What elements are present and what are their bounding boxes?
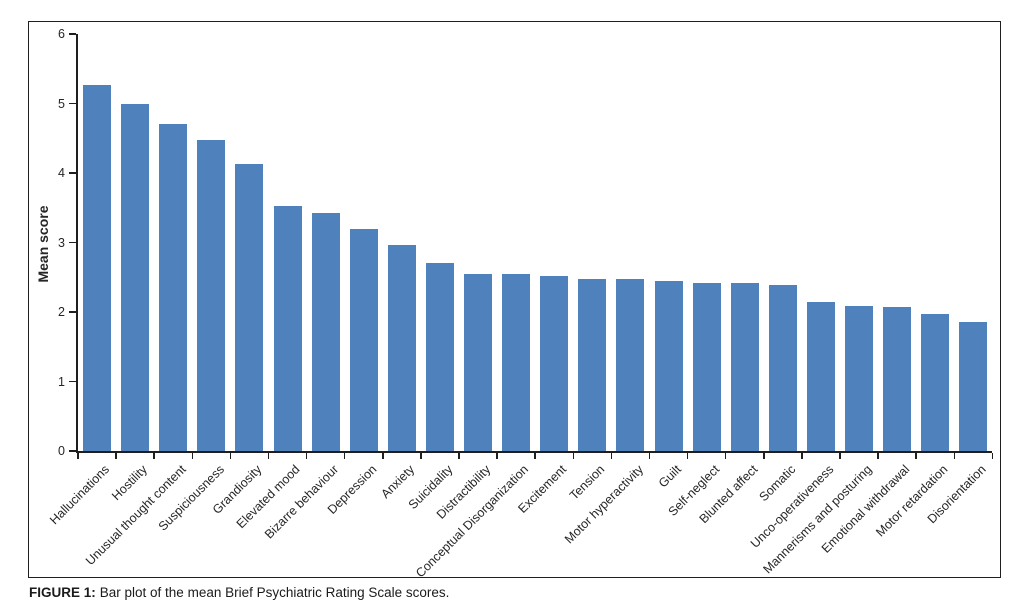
- x-tick-mark: [991, 453, 994, 459]
- y-tick-label: 1: [58, 374, 65, 389]
- x-tick-mark: [801, 453, 803, 459]
- y-tick-mark: [69, 102, 76, 105]
- bar: [502, 274, 531, 451]
- x-axis-line: [76, 451, 993, 453]
- bar: [83, 85, 112, 451]
- x-tick-mark: [610, 453, 613, 459]
- figure-frame: Mean score 0 1 2 3 4 5 6 Hallucinations Hostilit…: [28, 21, 1001, 580]
- y-tick-mark: [69, 241, 76, 244]
- x-tick-mark: [420, 453, 422, 459]
- bar: [464, 274, 493, 451]
- bar: [121, 103, 150, 451]
- bar: [806, 301, 835, 451]
- bar: [540, 275, 569, 451]
- bar: [883, 307, 912, 451]
- figure-caption: FIGURE 1: Bar plot of the mean Brief Psyc…: [29, 585, 449, 600]
- x-tick-mark: [724, 453, 727, 459]
- x-tick-mark: [191, 453, 194, 459]
- x-tick-label: Hallucinations: [47, 462, 113, 528]
- bar: [654, 280, 683, 451]
- bar: [349, 229, 378, 451]
- bar: [273, 206, 302, 451]
- x-tick-mark: [915, 453, 917, 459]
- y-tick-label: 6: [58, 27, 65, 41]
- bar: [578, 278, 607, 451]
- x-tick-mark: [686, 453, 689, 459]
- x-tick-mark: [115, 453, 117, 459]
- x-tick-mark: [496, 453, 498, 459]
- x-tick-mark: [343, 453, 346, 459]
- figure-caption-text: Bar plot of the mean Brief Psychiatric R…: [99, 585, 450, 600]
- y-tick-label: 4: [58, 166, 65, 180]
- x-tick-mark: [458, 453, 460, 459]
- y-tick-mark: [69, 311, 76, 313]
- x-tick-label: Guilt: [655, 462, 684, 491]
- y-tick-mark: [69, 172, 76, 174]
- x-tick-mark: [648, 453, 651, 459]
- bar: [616, 278, 645, 451]
- x-tick-mark: [153, 453, 155, 459]
- bar: [235, 163, 264, 451]
- x-tick-mark: [534, 453, 536, 459]
- y-tick-mark: [69, 33, 76, 35]
- y-tick-mark: [69, 380, 76, 383]
- x-tick-mark: [77, 453, 79, 459]
- x-tick-mark: [229, 453, 232, 459]
- bar: [425, 263, 454, 451]
- bar: [692, 282, 721, 451]
- bar: [730, 282, 759, 451]
- bar: [311, 213, 340, 451]
- figure-caption-label: FIGURE 1:: [29, 585, 96, 600]
- y-tick-mark: [69, 450, 76, 452]
- x-tick-mark: [763, 453, 765, 459]
- bar: [845, 306, 874, 451]
- y-tick-label: 2: [58, 305, 65, 319]
- y-tick-label: 0: [58, 444, 65, 458]
- x-tick-mark: [305, 453, 308, 459]
- bar: [387, 245, 416, 451]
- y-tick-label: 5: [58, 96, 65, 111]
- x-tick-mark: [839, 453, 841, 459]
- x-tick-mark: [572, 453, 575, 459]
- bar: [197, 139, 226, 451]
- x-tick-mark: [382, 453, 384, 459]
- bar: [159, 123, 188, 451]
- bar: [959, 322, 988, 451]
- bar: [921, 314, 950, 451]
- y-axis-line: [76, 34, 78, 453]
- x-tick-mark: [267, 453, 270, 459]
- x-tick-mark: [953, 453, 956, 459]
- x-tick-mark: [877, 453, 879, 459]
- y-tick-label: 3: [58, 235, 65, 250]
- bar: [768, 284, 797, 451]
- bar-chart-plot-area: 0 1 2 3 4 5 6 Hallucinations Hostility Unusual th…: [29, 22, 1000, 580]
